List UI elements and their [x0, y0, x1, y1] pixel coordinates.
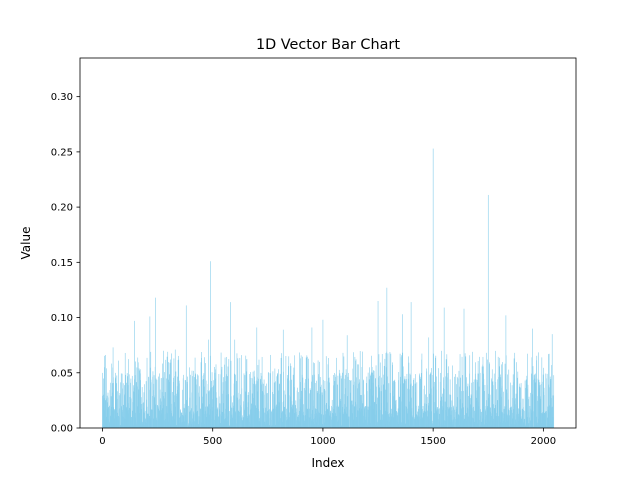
- bar: [120, 393, 121, 428]
- bar: [484, 391, 485, 428]
- x-tick-label: 0: [99, 436, 105, 447]
- x-tick-label: 2000: [531, 436, 556, 447]
- bar: [349, 417, 350, 428]
- bar: [337, 385, 338, 428]
- bar: [533, 411, 534, 428]
- bar: [187, 377, 188, 428]
- bar: [229, 359, 230, 428]
- bar: [224, 365, 225, 428]
- bar: [306, 358, 307, 428]
- x-tick-label: 1000: [310, 436, 335, 447]
- bar: [313, 362, 314, 428]
- y-tick-label: 0.00: [51, 424, 73, 435]
- bar: [405, 376, 406, 428]
- bar: [401, 355, 402, 428]
- bar: [176, 372, 177, 429]
- bar: [281, 353, 282, 428]
- y-tick-label: 0.25: [51, 147, 73, 158]
- bar: [488, 195, 489, 428]
- bar: [553, 375, 554, 428]
- y-tick-label: 0.10: [51, 313, 73, 324]
- bar: [236, 381, 237, 428]
- bar: [382, 354, 383, 428]
- bar: [528, 385, 529, 428]
- chart-title: 1D Vector Bar Chart: [256, 37, 400, 53]
- bar: [322, 395, 323, 428]
- bar: [271, 411, 272, 428]
- bar: [286, 356, 287, 428]
- y-tick-label: 0.15: [51, 258, 73, 269]
- bar: [324, 389, 325, 428]
- y-tick-label: 0.20: [51, 203, 73, 214]
- bar: [553, 395, 554, 428]
- bar: [198, 393, 199, 428]
- bar: [341, 376, 342, 428]
- bar: [452, 365, 453, 428]
- bar: [525, 388, 526, 428]
- bar: [422, 354, 423, 428]
- x-tick-label: 1500: [420, 436, 445, 447]
- x-axis-label: Index: [311, 456, 344, 470]
- bar: [225, 358, 226, 428]
- bar: [194, 377, 195, 428]
- bar: [136, 382, 137, 428]
- y-axis-label: Value: [19, 227, 33, 260]
- bar: [275, 381, 276, 428]
- y-tick-label: 0.05: [51, 368, 73, 379]
- x-tick-label: 500: [203, 436, 222, 447]
- bar: [108, 407, 109, 428]
- bar: [432, 375, 433, 428]
- bar: [464, 309, 465, 428]
- y-tick-label: 0.30: [51, 92, 73, 103]
